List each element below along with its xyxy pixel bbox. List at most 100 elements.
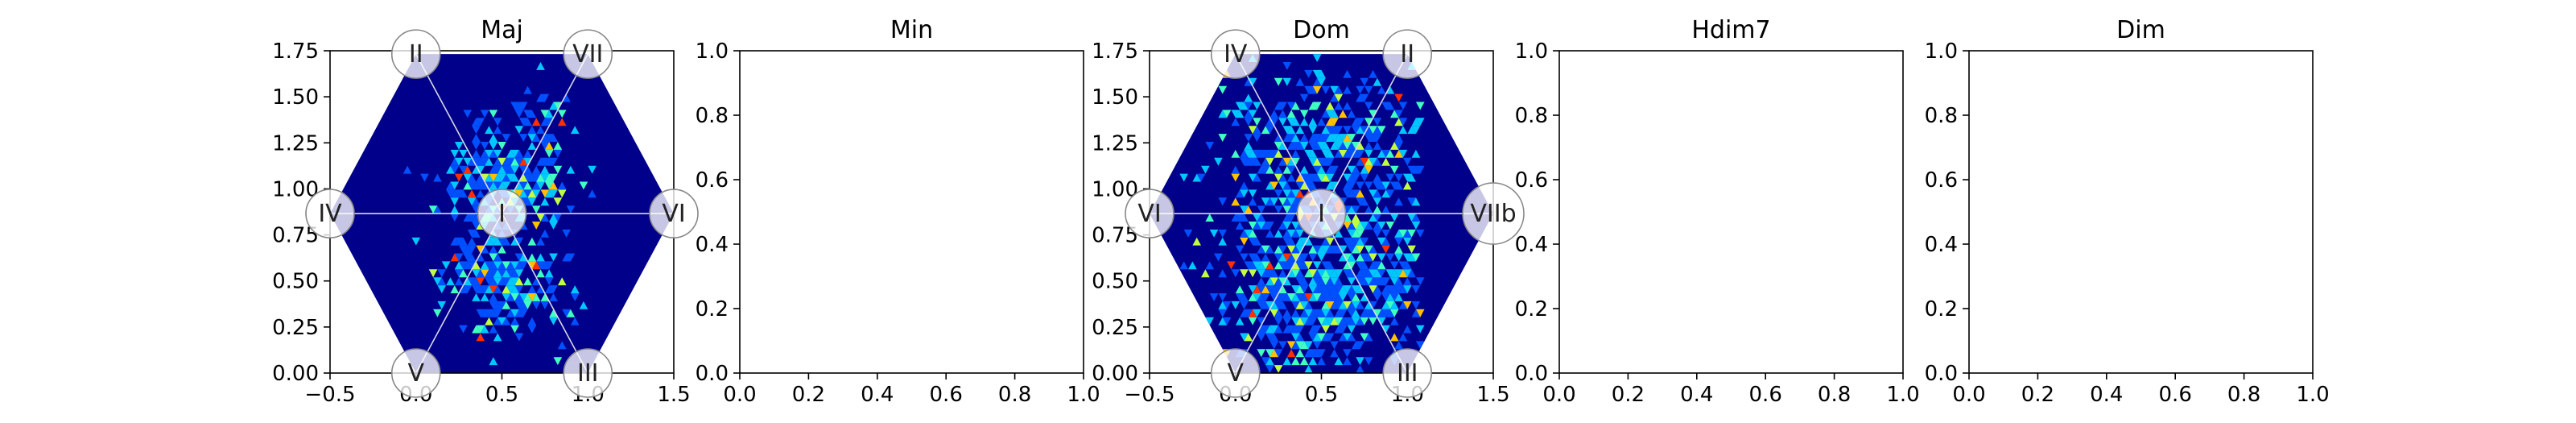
- heat-cell: [480, 285, 489, 293]
- heat-cell: [514, 110, 524, 118]
- heat-cell: [502, 269, 511, 278]
- heat-cell: [1299, 341, 1309, 350]
- heat-cell: [1334, 93, 1344, 102]
- heat-cell: [1312, 293, 1322, 301]
- heat-cell: [1360, 222, 1369, 230]
- node-label: VII: [572, 40, 603, 68]
- heat-cell: [518, 102, 528, 110]
- heat-cell: [497, 245, 506, 254]
- heat-cell: [557, 118, 567, 126]
- heat-cell: [476, 189, 485, 198]
- heat-cell: [1312, 142, 1322, 150]
- heat-cell: [1257, 149, 1266, 158]
- heat-cell: [540, 261, 550, 270]
- heat-cell: [1347, 285, 1356, 293]
- heat-cell: [1218, 197, 1228, 206]
- heat-cell: [531, 293, 541, 301]
- heat-cell: [502, 261, 511, 270]
- heat-cell: [450, 149, 460, 158]
- heat-cell: [454, 261, 464, 270]
- heat-cell: [1312, 157, 1322, 166]
- heat-cell: [489, 269, 498, 278]
- heat-cell: [1394, 197, 1403, 206]
- heat-cell: [1278, 157, 1287, 166]
- heat-cell: [1415, 102, 1425, 110]
- heat-cell: [1407, 197, 1416, 206]
- heat-cell: [1231, 269, 1241, 278]
- heat-cell: [1317, 317, 1326, 326]
- heat-cell: [1338, 149, 1348, 158]
- heat-cell: [1308, 157, 1318, 166]
- heat-cell: [497, 142, 506, 150]
- heat-cell: [1282, 293, 1292, 301]
- heat-cell: [531, 173, 541, 182]
- heat-cell: [1304, 293, 1313, 301]
- heat-cell: [1269, 293, 1279, 301]
- heat-cell: [1377, 149, 1386, 158]
- heat-cell: [1385, 85, 1395, 94]
- heat-cell: [463, 214, 473, 222]
- heat-cell: [1398, 126, 1408, 135]
- heat-cell: [497, 181, 506, 190]
- heat-cell: [485, 269, 493, 278]
- heat-cell: [1373, 142, 1382, 150]
- heat-cell: [1291, 197, 1300, 206]
- heat-cell: [1351, 285, 1360, 293]
- x-tick-label: 0.4: [2090, 383, 2123, 407]
- y-tick-label: 0.2: [1925, 297, 1958, 321]
- heat-cell: [1381, 181, 1390, 190]
- heat-cell: [1377, 126, 1386, 135]
- heat-cell: [502, 173, 511, 182]
- heat-cell: [1257, 277, 1266, 286]
- heat-cell: [1411, 126, 1421, 135]
- heat-cell: [1295, 325, 1305, 334]
- heat-cell: [1218, 85, 1228, 94]
- heat-cell: [1394, 269, 1403, 278]
- heat-cell: [1274, 293, 1283, 301]
- heat-cell: [1347, 149, 1356, 158]
- heat-cell: [1291, 157, 1300, 166]
- heat-cell: [527, 237, 537, 246]
- heat-cell: [480, 142, 489, 150]
- heat-cell: [459, 285, 468, 293]
- heat-cell: [1334, 357, 1344, 366]
- heat-cell: [1192, 173, 1201, 182]
- heat-cell: [1209, 229, 1219, 238]
- heat-cell: [1321, 261, 1331, 270]
- heat-cell: [506, 261, 515, 270]
- heat-cell: [1291, 142, 1300, 150]
- heat-cell: [557, 189, 567, 198]
- x-tick-label: 0.8: [998, 383, 1031, 407]
- heat-cell: [489, 309, 498, 317]
- heat-cell: [562, 229, 571, 238]
- heat-cell: [1347, 237, 1356, 246]
- heat-cell: [1368, 253, 1377, 262]
- heat-cell: [1304, 341, 1313, 350]
- heat-cell: [1325, 157, 1335, 166]
- heat-cell: [1343, 285, 1352, 293]
- chart-dom: Dom−0.50.00.51.01.50.000.250.500.751.001…: [1092, 16, 1525, 407]
- node-ii: II: [390, 29, 441, 79]
- heat-cell: [1317, 134, 1326, 142]
- heat-cell: [476, 333, 485, 342]
- heat-cell: [1385, 269, 1395, 278]
- heat-cell: [1343, 189, 1352, 198]
- heat-cell: [1291, 261, 1300, 270]
- heat-cell: [1334, 126, 1344, 135]
- heat-cell: [514, 157, 524, 166]
- heat-cell: [1385, 301, 1395, 309]
- node-ii: II: [1382, 29, 1433, 79]
- heat-cell: [502, 157, 511, 166]
- heat-cell: [1368, 245, 1377, 254]
- heat-cell: [1261, 301, 1270, 309]
- heat-cell: [1334, 269, 1344, 278]
- heat-cell: [1330, 285, 1339, 293]
- heat-cell: [1261, 165, 1270, 174]
- heat-cell: [1402, 261, 1412, 270]
- heat-cell: [1364, 126, 1373, 135]
- y-tick-label: 0.25: [272, 316, 319, 340]
- heat-cell: [1389, 301, 1399, 309]
- heat-cell: [497, 269, 506, 278]
- heat-cell: [1282, 325, 1292, 334]
- heat-cell: [1368, 157, 1377, 166]
